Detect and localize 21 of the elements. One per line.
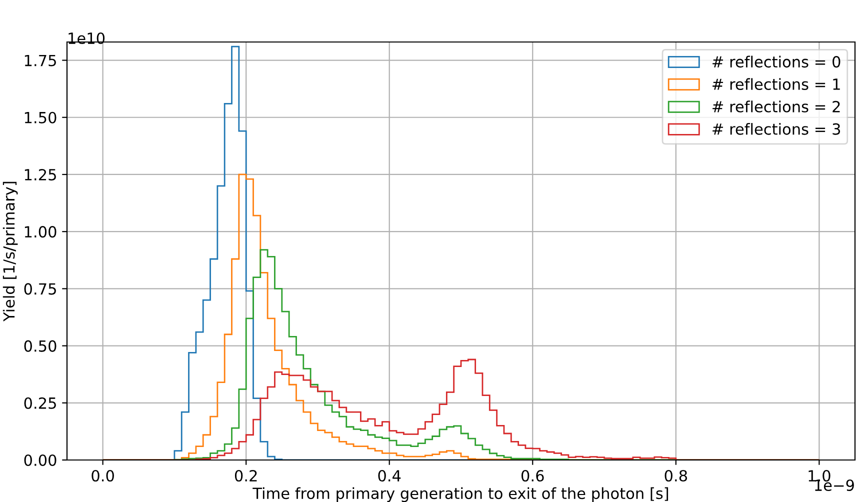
x-tick-label: 0.0 [92, 470, 114, 482]
y-tick-label: 0.75 [24, 283, 56, 295]
x-tick-label: 0.4 [378, 470, 401, 482]
y-tick-label: 1.25 [24, 168, 56, 180]
legend-label: # reflections = 1 [712, 78, 840, 90]
x-tick-label: 0.8 [664, 470, 688, 482]
legend-label: # reflections = 3 [712, 123, 840, 135]
y-tick-label: 1.00 [24, 226, 56, 238]
y-tick-label: 0.00 [24, 454, 56, 466]
y-tick-label: 1.75 [24, 54, 56, 66]
y-tick-label: 0.50 [24, 340, 56, 352]
x-tick-label: 0.2 [234, 470, 257, 482]
x-tick-label: 0.6 [521, 470, 544, 482]
y-axis-title: Yield [1/s/primary] [2, 182, 18, 322]
y-tick-label: 0.25 [24, 397, 56, 409]
text: 1e−9 [815, 479, 854, 492]
legend-label: # reflections = 2 [712, 100, 840, 112]
x-axis-title: Time from primary generation to exit of the photon [s] [252, 487, 668, 502]
legend-label: # reflections = 0 [712, 56, 840, 68]
y-tick-label: 1.50 [24, 112, 56, 124]
x-tick-label: 1.0 [808, 470, 830, 482]
